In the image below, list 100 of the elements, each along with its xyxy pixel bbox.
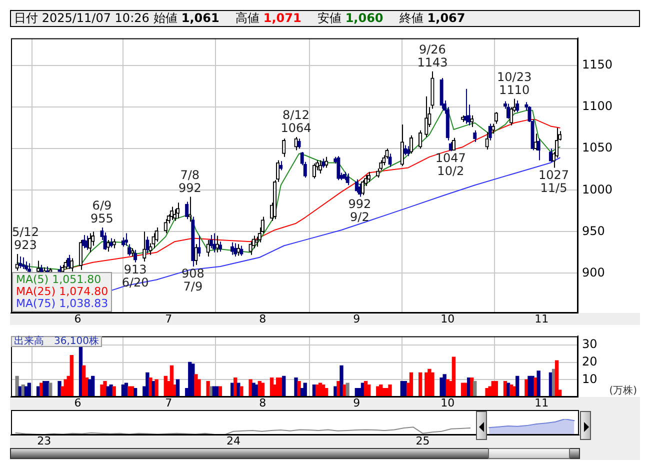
- candlestick: [78, 239, 83, 270]
- candlestick: [485, 132, 489, 150]
- candlestick: [194, 244, 198, 266]
- candlestick: [297, 138, 301, 150]
- series-label: MA(5) 1,051.80: [16, 273, 102, 286]
- annotation: 9/26 1143: [417, 42, 448, 70]
- candlestick: [170, 206, 174, 221]
- candlestick: [470, 114, 474, 128]
- candlestick: [379, 160, 383, 171]
- candlestick: [15, 254, 19, 272]
- candlestick: [376, 168, 380, 178]
- candlestick: [64, 259, 68, 270]
- candlestick: [424, 96, 428, 138]
- text: 終値 1,067: [399, 11, 466, 25]
- x-tick-label: 7: [165, 312, 172, 326]
- y-tick-label: 950: [582, 224, 605, 238]
- candlestick: [106, 239, 110, 252]
- bar: [516, 376, 520, 397]
- y-tick-label: 10: [582, 372, 598, 386]
- candlestick: [494, 112, 498, 124]
- series-label: MA(75) 1,038.83: [16, 297, 108, 310]
- candlestick: [279, 160, 283, 171]
- candlestick: [324, 156, 328, 168]
- bar: [388, 384, 392, 397]
- annotation: 908 7/9: [181, 266, 204, 294]
- candlestick: [127, 244, 132, 256]
- annotation: 1047 10/2: [435, 151, 466, 178]
- candlestick: [103, 232, 107, 250]
- candlestick: [409, 134, 414, 154]
- annotation: 992 9/2: [348, 196, 372, 224]
- candlestick: [488, 123, 492, 141]
- candlestick: [400, 124, 404, 167]
- x-tick-label: 8: [259, 396, 266, 410]
- bar: [109, 384, 113, 397]
- x-tick-label: 7: [165, 396, 172, 410]
- candlestick: [109, 238, 113, 248]
- x-tick-label: 6: [74, 312, 82, 326]
- y-axis-title: (万株): [609, 384, 638, 397]
- x-tick-label: 10: [440, 312, 455, 326]
- bar: [554, 360, 559, 397]
- bar: [534, 378, 538, 397]
- y-tick-label: 1000: [582, 182, 613, 196]
- x-tick-label: 25: [416, 434, 430, 448]
- y-tick-label: 900: [582, 265, 605, 280]
- bar: [536, 370, 540, 397]
- bar: [240, 386, 244, 397]
- candlestick: [321, 158, 326, 168]
- x-tick-label: 9: [353, 312, 360, 326]
- annotation: 7/8 992: [178, 168, 202, 195]
- x-tick-label: 9: [353, 396, 360, 410]
- candlestick: [209, 234, 213, 249]
- candlestick: [418, 130, 422, 150]
- y-tick-label: 30: [582, 337, 598, 352]
- x-tick-label: 6: [74, 396, 82, 410]
- candlestick: [142, 231, 146, 262]
- candlestick: [124, 232, 128, 246]
- bar: [154, 379, 158, 397]
- candlestick: [336, 156, 340, 181]
- y-tick-label: 1100: [582, 99, 613, 114]
- series-label: MA(25) 1,074.80: [16, 285, 108, 298]
- bar: [346, 382, 350, 397]
- bar: [473, 381, 477, 397]
- bar: [91, 376, 95, 397]
- bar: [452, 356, 456, 397]
- text: 高値 1,071: [235, 11, 302, 25]
- y-tick-label: 20: [582, 354, 598, 368]
- candlestick: [146, 236, 150, 254]
- text: 安値 1,060: [317, 11, 384, 25]
- candlestick: [218, 241, 222, 252]
- chart-title: 日付 2025/11/07 10:26: [14, 11, 150, 25]
- candlestick: [112, 238, 116, 249]
- x-tick-label: 23: [37, 434, 52, 448]
- candlestick: [240, 245, 244, 256]
- candlestick: [473, 130, 477, 142]
- candlestick: [516, 100, 520, 113]
- chart-title: 出来高 36,100株: [11, 336, 102, 348]
- x-tick-label: 11: [534, 396, 549, 410]
- annotation: 6/9 955: [90, 198, 114, 226]
- candlestick: [164, 218, 168, 234]
- candlestick: [197, 235, 201, 258]
- x-tick-label: 24: [226, 434, 240, 448]
- candlestick: [121, 236, 126, 248]
- candlestick: [254, 236, 258, 248]
- candlestick: [248, 241, 252, 256]
- bar: [340, 365, 344, 397]
- bar: [15, 376, 19, 397]
- bar: [418, 372, 422, 397]
- candlestick: [24, 261, 28, 272]
- y-tick-label: 1150: [582, 58, 613, 72]
- bar: [494, 381, 498, 397]
- x-tick-label: 8: [259, 312, 266, 326]
- candlestick: [388, 153, 392, 168]
- x-tick-label: 10: [440, 396, 455, 410]
- y-tick-label: 1050: [582, 140, 613, 155]
- candlestick: [282, 138, 286, 158]
- candlestick: [346, 173, 350, 186]
- annotation: 5/12 923: [12, 225, 39, 252]
- candlestick: [406, 146, 410, 157]
- annotation: 8/12 1064: [280, 108, 312, 136]
- bar: [409, 372, 414, 397]
